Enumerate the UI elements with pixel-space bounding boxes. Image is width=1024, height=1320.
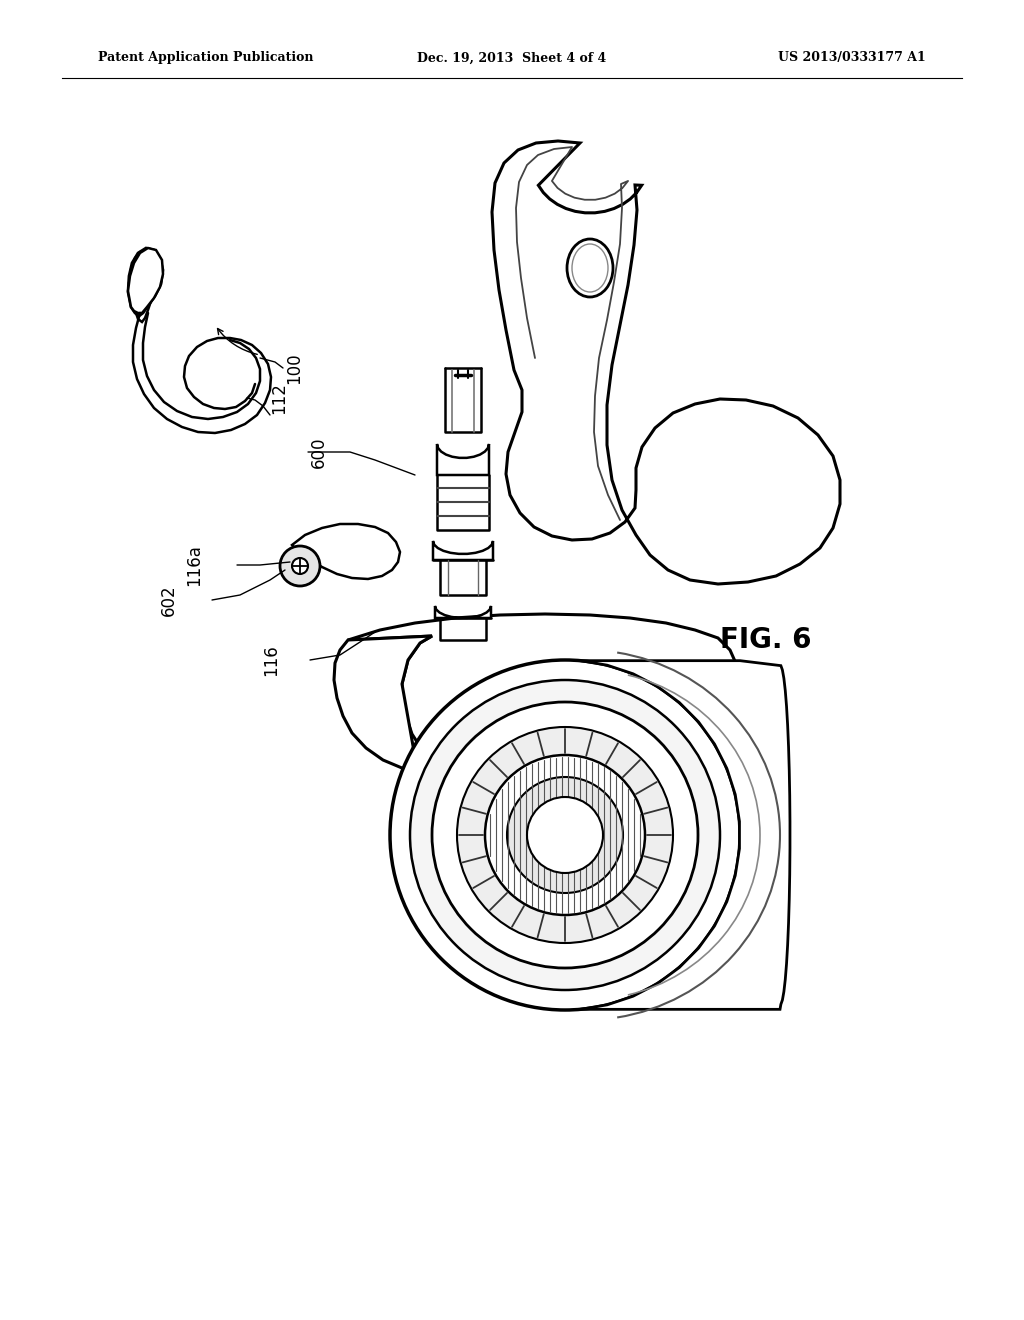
Polygon shape: [435, 606, 490, 618]
Circle shape: [390, 660, 740, 1010]
Text: 116a: 116a: [185, 544, 203, 586]
Text: US 2013/0333177 A1: US 2013/0333177 A1: [778, 51, 926, 65]
Circle shape: [507, 777, 623, 894]
Circle shape: [280, 546, 319, 586]
Circle shape: [410, 680, 720, 990]
Polygon shape: [433, 541, 493, 560]
Text: 600: 600: [310, 436, 328, 467]
Polygon shape: [292, 524, 400, 579]
Polygon shape: [128, 248, 163, 313]
Ellipse shape: [567, 239, 613, 297]
Text: Dec. 19, 2013  Sheet 4 of 4: Dec. 19, 2013 Sheet 4 of 4: [418, 51, 606, 65]
Text: 116: 116: [262, 644, 280, 676]
Text: Patent Application Publication: Patent Application Publication: [98, 51, 313, 65]
Circle shape: [432, 702, 698, 968]
Ellipse shape: [572, 244, 608, 292]
Polygon shape: [437, 444, 489, 475]
Polygon shape: [581, 661, 790, 1010]
Circle shape: [485, 755, 645, 915]
Circle shape: [457, 727, 673, 942]
Polygon shape: [348, 614, 740, 814]
Polygon shape: [128, 248, 163, 315]
Polygon shape: [129, 249, 159, 322]
Text: 100: 100: [285, 352, 303, 384]
Text: 602: 602: [160, 585, 178, 616]
Polygon shape: [334, 636, 432, 774]
Text: 112: 112: [270, 381, 288, 414]
Polygon shape: [492, 141, 840, 583]
Text: FIG. 6: FIG. 6: [720, 626, 811, 653]
Circle shape: [527, 797, 603, 873]
Circle shape: [292, 558, 308, 574]
